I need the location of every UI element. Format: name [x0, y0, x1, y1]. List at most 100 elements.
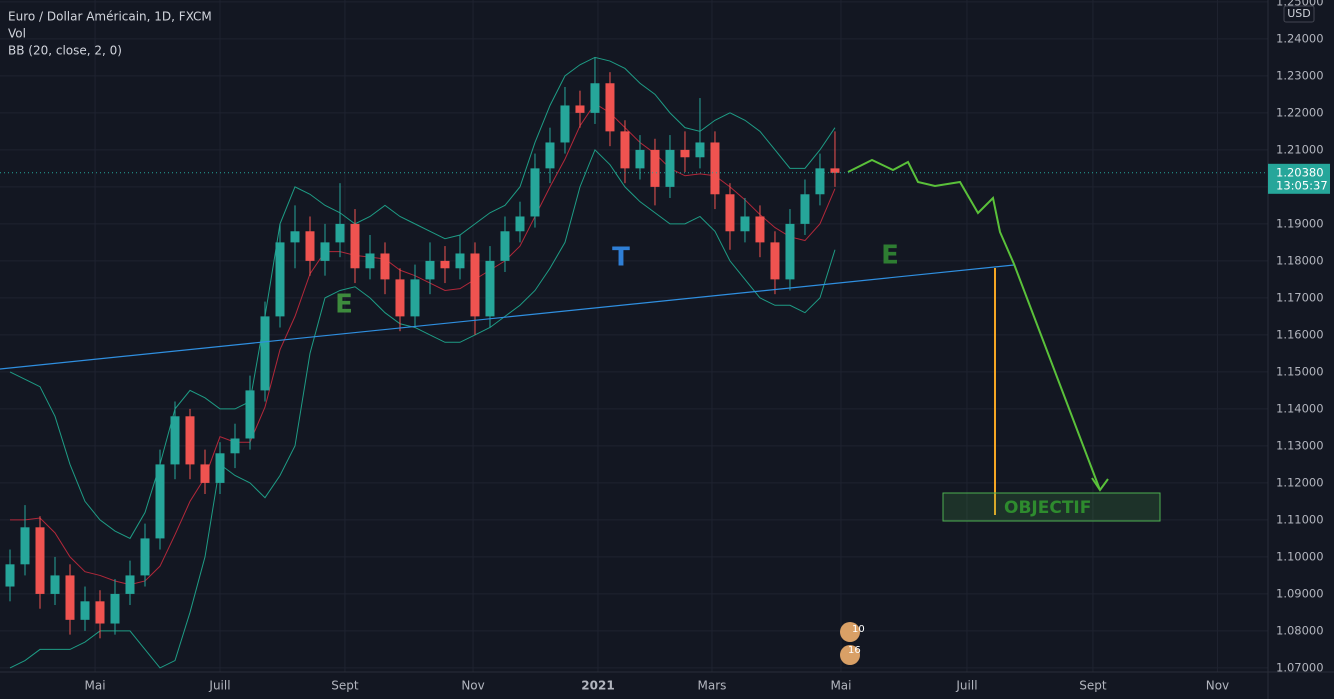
- target-label: OBJECTIF: [1004, 498, 1091, 518]
- candle-body: [485, 260, 495, 317]
- candle-body: [650, 149, 660, 187]
- candle-body: [50, 575, 60, 594]
- candle-body: [125, 575, 135, 594]
- x-tick-label: Nov: [1206, 679, 1229, 693]
- y-tick-label: 1.21000: [1276, 142, 1324, 156]
- y-tick-label: 1.22000: [1276, 105, 1324, 119]
- candle-body: [740, 216, 750, 232]
- candle-body: [695, 142, 705, 158]
- countdown: 13:05:37: [1276, 178, 1328, 192]
- axis-labels: 1.07000 1.08000 1.09000 1.10000 1.11000 1.120…: [85, 0, 1324, 693]
- candle-body: [215, 453, 225, 483]
- y-tick-label: 1.11000: [1276, 512, 1324, 526]
- candle-body: [65, 575, 75, 620]
- x-tick-label: Juill: [208, 679, 230, 693]
- y-tick-label: 1.23000: [1276, 68, 1324, 82]
- candle-body: [245, 390, 255, 439]
- candle-body: [275, 242, 285, 317]
- indicator-label: Vol: [8, 27, 26, 41]
- candle-body: [95, 601, 105, 624]
- projection-path: [847, 158, 1101, 491]
- trend-line: [0, 264, 1015, 370]
- x-tick-label: Mars: [698, 679, 727, 693]
- candle-body: [635, 149, 645, 169]
- candle-body: [575, 105, 585, 113]
- target-box: [942, 492, 1161, 522]
- y-tick-label: 1.18000: [1276, 253, 1324, 267]
- x-tick-label: Nov: [461, 679, 484, 693]
- candle-body: [455, 253, 465, 269]
- event-icon: [840, 645, 860, 665]
- candle-body: [500, 231, 510, 261]
- currency-box: [1283, 5, 1315, 23]
- candle-body: [545, 142, 555, 169]
- y-tick-label: 1.08000: [1276, 623, 1324, 637]
- candle-body: [305, 231, 315, 261]
- candle-body: [185, 416, 195, 465]
- candle-body: [290, 231, 300, 243]
- y-tick-label: 1.12000: [1276, 475, 1324, 489]
- candle-body: [440, 260, 450, 269]
- candle-body: [665, 149, 675, 187]
- candle-body: [380, 253, 390, 280]
- y-tick-label: 1.09000: [1276, 586, 1324, 600]
- y-tick-label: 1.14000: [1276, 401, 1324, 415]
- band-line: [9, 148, 836, 669]
- candle-body: [830, 168, 840, 173]
- candle-body: [200, 464, 210, 483]
- candle-body: [620, 131, 630, 169]
- candle-body: [800, 194, 810, 224]
- candle-body: [35, 527, 45, 594]
- price-badge: [1268, 163, 1330, 194]
- candle-body: [20, 527, 30, 565]
- event-icon: [840, 622, 860, 642]
- candle-body: [770, 242, 780, 280]
- y-tick-label: 1.10000: [1276, 549, 1324, 563]
- candles: [5, 57, 840, 639]
- y-tick-label: 1.25000: [1276, 0, 1324, 8]
- candle-body: [260, 316, 270, 391]
- price-axis: [1268, 0, 1334, 699]
- candle-body: [320, 242, 330, 261]
- pattern-label: T: [612, 243, 630, 273]
- band-line: [10, 102, 836, 586]
- candle-body: [5, 564, 15, 587]
- candle-body: [530, 168, 540, 217]
- candle-body: [410, 279, 420, 317]
- x-tick-label: Sept: [1079, 679, 1107, 693]
- candle-body: [395, 279, 405, 317]
- candle-body: [725, 194, 735, 232]
- candle-body: [425, 260, 435, 280]
- y-tick-label: 1.07000: [1276, 660, 1324, 674]
- grid: [0, 0, 1268, 672]
- y-tick-label: 1.15000: [1276, 364, 1324, 378]
- candle-body: [710, 142, 720, 195]
- pattern-label: E: [335, 290, 353, 320]
- candle-body: [155, 464, 165, 539]
- x-tick-label: Sept: [331, 679, 359, 693]
- x-tick-label: Mai: [830, 679, 851, 693]
- candle-body: [470, 253, 480, 317]
- candle-body: [170, 416, 180, 465]
- projection-arrow: [1091, 477, 1109, 492]
- candle-body: [560, 105, 570, 143]
- candle-body: [680, 149, 690, 158]
- price-label: 1.20380: [1276, 165, 1324, 179]
- event-label: 16: [848, 645, 861, 656]
- y-tick-label: 1.19000: [1276, 216, 1324, 230]
- candle-body: [605, 83, 615, 132]
- candle-body: [755, 216, 765, 243]
- candle-body: [140, 538, 150, 576]
- candle-body: [815, 168, 825, 195]
- x-tick-label: Mai: [85, 679, 106, 693]
- y-tick-label: 1.24000: [1276, 31, 1324, 45]
- candle-body: [335, 223, 345, 243]
- bollinger-bands: [9, 56, 836, 669]
- event-label: 10: [852, 624, 865, 635]
- currency: USD: [1287, 7, 1311, 20]
- candle-body: [785, 223, 795, 280]
- candle-body: [350, 223, 360, 269]
- chart-title: Euro / Dollar Américain, 1D, FXCM: [8, 10, 212, 24]
